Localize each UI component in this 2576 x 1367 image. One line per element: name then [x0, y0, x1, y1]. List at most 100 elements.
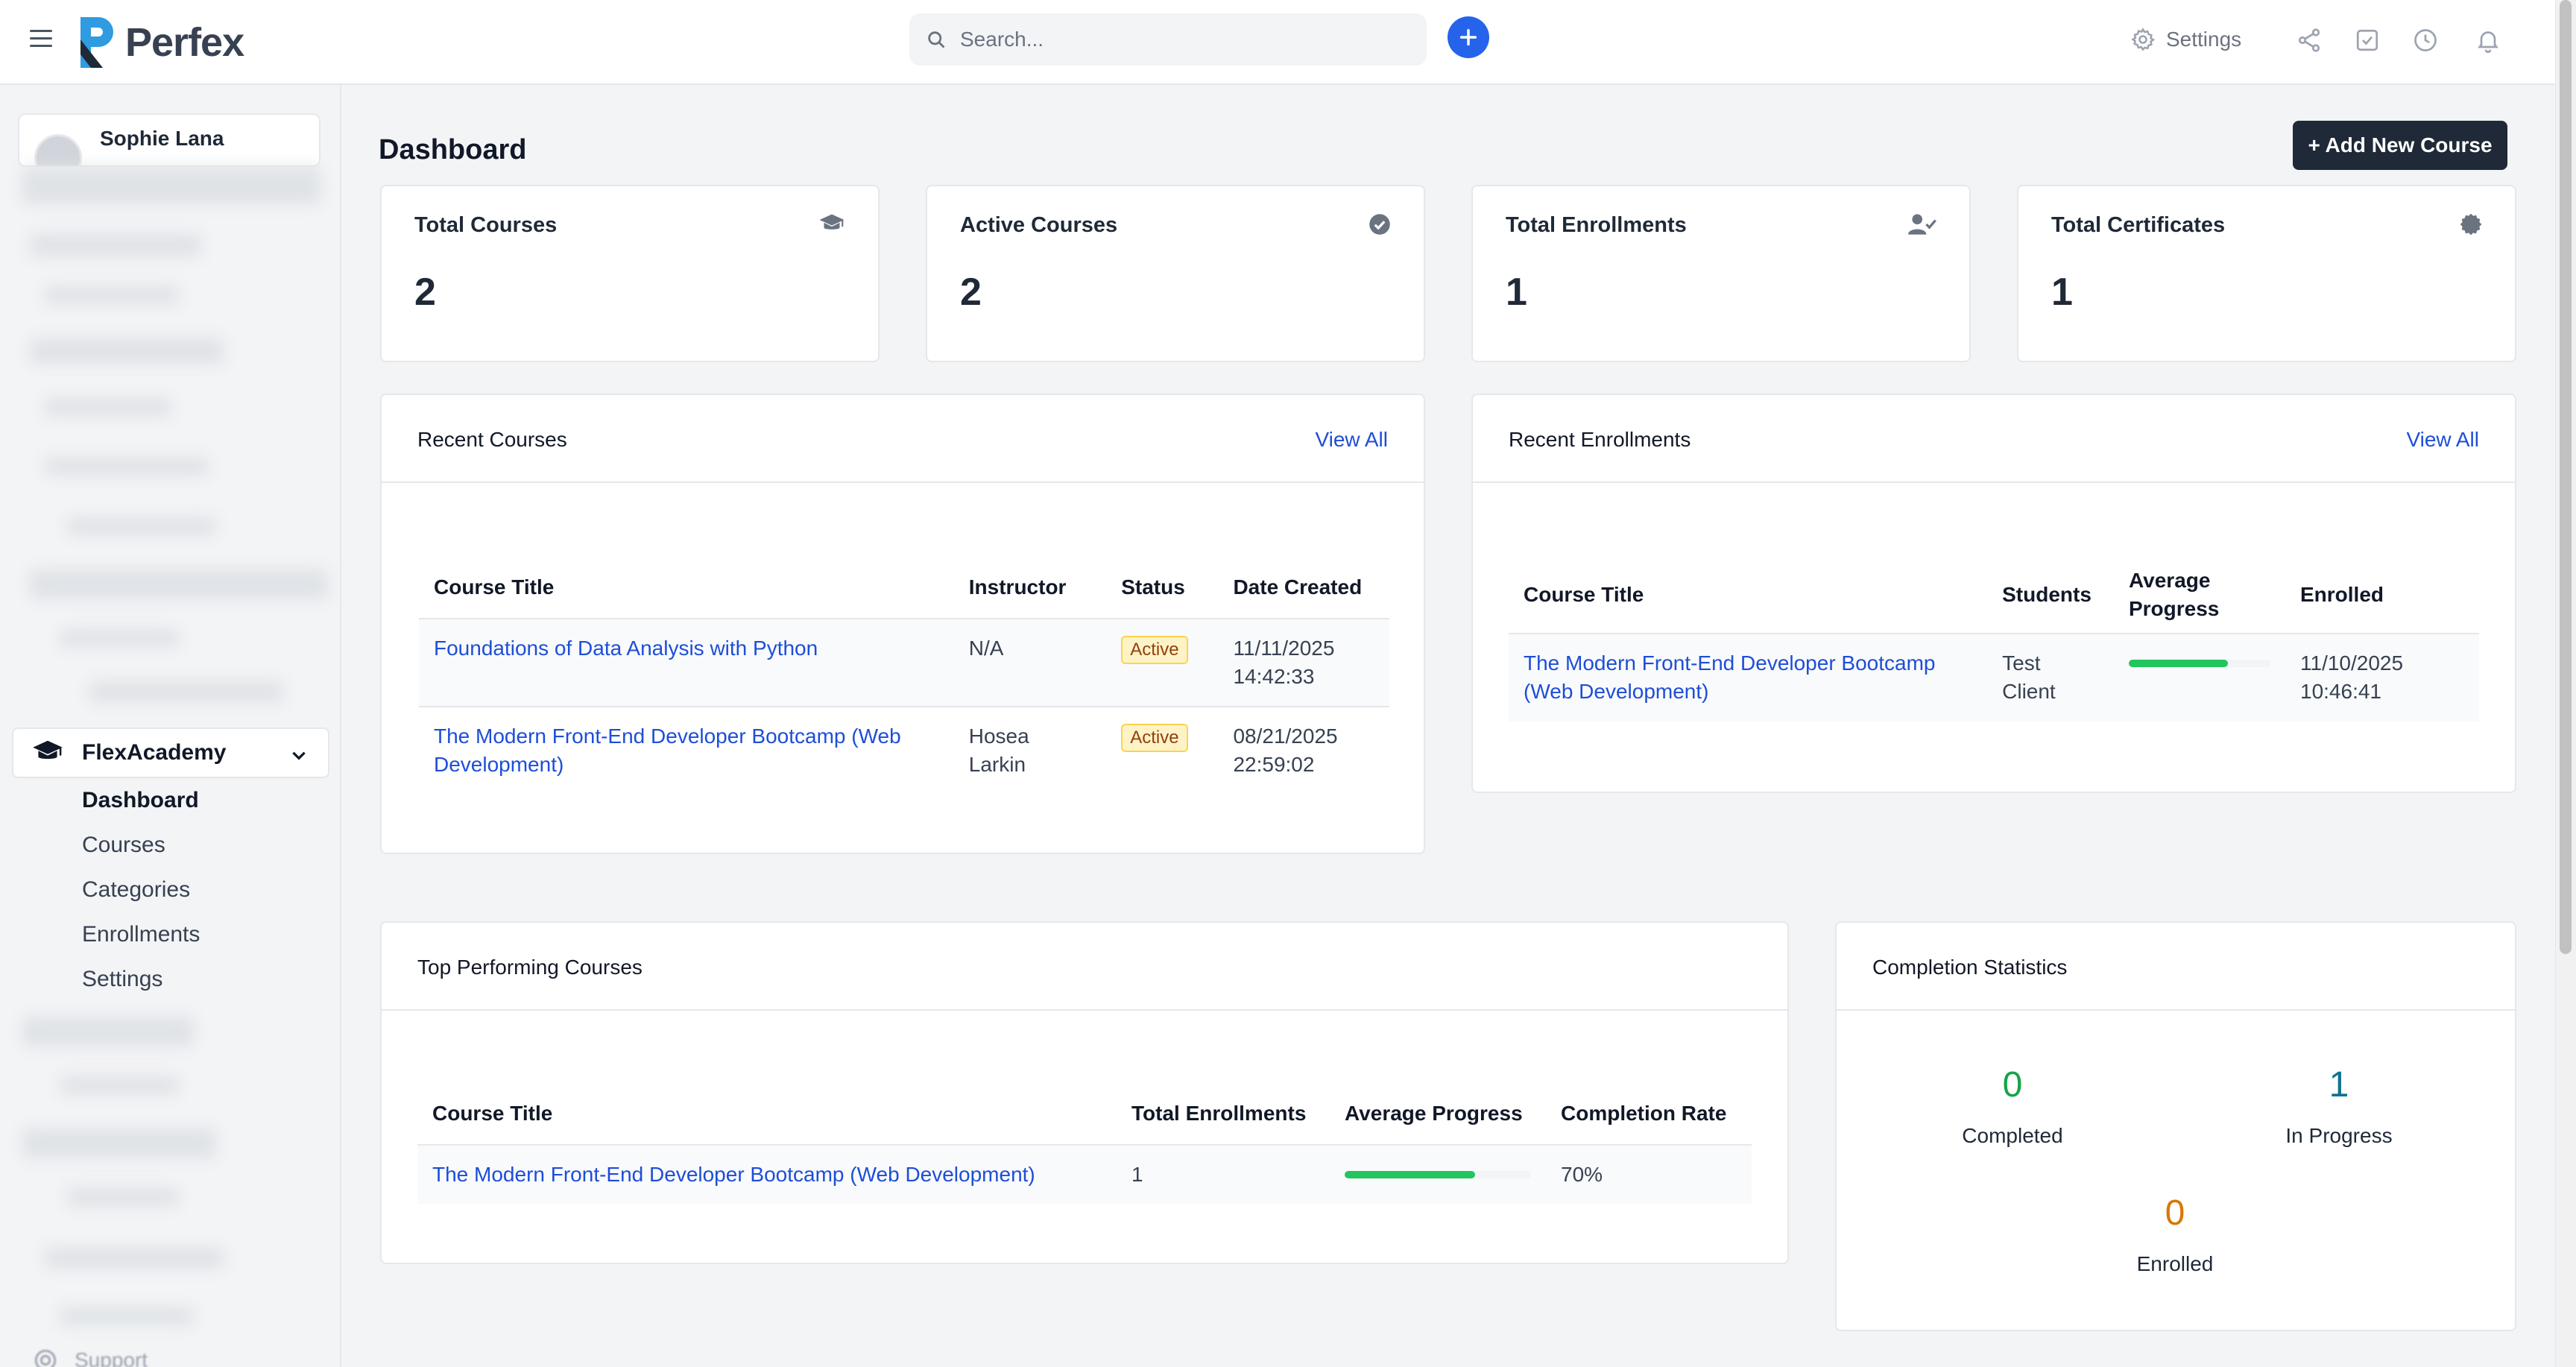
sidebar: Sophie Lana FlexAcademy Dashboard Course… [0, 85, 341, 1367]
sidebar-item-dashboard[interactable]: Dashboard [82, 788, 199, 812]
support-icon [34, 1349, 57, 1367]
user-check-icon [1908, 214, 1936, 235]
plus-icon [1459, 28, 1477, 46]
brand-name: Perfex [125, 20, 244, 65]
chevron-down-icon [292, 751, 306, 760]
panel-header: Top Performing Courses [382, 923, 1787, 1011]
page-title: Dashboard [379, 134, 527, 165]
enrolled-count: 0 [2165, 1193, 2185, 1233]
view-all-courses-link[interactable]: View All [1315, 428, 1388, 451]
course-title-link[interactable]: Foundations of Data Analysis with Python [434, 637, 818, 660]
column-header: Course Title [434, 575, 555, 599]
certificate-icon [2460, 213, 2482, 236]
stat-value: 1 [2051, 271, 2073, 314]
recent-enrollments-table: Course Title Students Average Progress E… [1509, 556, 2479, 722]
scrollbar-thumb[interactable] [2560, 0, 2572, 954]
stat-title: Active Courses [960, 213, 1118, 237]
stat-value: 1 [1506, 271, 1527, 314]
bell-icon[interactable] [2475, 27, 2501, 54]
panel-title: Recent Enrollments [1509, 428, 1691, 451]
column-header: Course Title [1524, 582, 1644, 606]
panel-header: Completion Statistics [1837, 923, 2515, 1011]
course-title-link[interactable]: The Modern Front-End Developer Bootcamp … [432, 1163, 1035, 1186]
user-profile-card[interactable]: Sophie Lana [18, 113, 321, 167]
column-header: Status [1121, 575, 1185, 599]
avatar [34, 134, 82, 165]
sidebar-item-courses[interactable]: Courses [82, 833, 165, 857]
sidebar-item-settings[interactable]: Settings [82, 967, 163, 991]
page-scrollbar[interactable] [2555, 0, 2576, 1367]
course-title-link[interactable]: The Modern Front-End Developer Bootcamp … [434, 724, 901, 776]
progress-fill [1345, 1171, 1475, 1178]
sidebar-submenu: Dashboard Courses Categories Enrollments… [82, 778, 200, 1002]
column-header: Average Progress [2114, 556, 2285, 634]
date-cell: 11/11/2025 14:42:33 [1233, 637, 1335, 688]
progress-bar [1345, 1171, 1531, 1178]
stat-card-active-courses: Active Courses 2 [926, 185, 1425, 362]
panel-header: Recent Courses View All [382, 395, 1424, 483]
clock-icon[interactable] [2412, 27, 2439, 54]
sidebar-module-label: FlexAcademy [82, 740, 227, 765]
completion-statistics-panel: Completion Statistics 0 Completed 1 In P… [1835, 921, 2516, 1331]
column-header: Instructor [968, 575, 1067, 599]
profile-name: Sophie Lana [100, 127, 224, 150]
top-performing-courses-panel: Top Performing Courses Course Title Tota… [380, 921, 1789, 1264]
completed-label: Completed [1962, 1124, 2063, 1147]
stat-value: 2 [960, 271, 982, 314]
support-label: Support [75, 1348, 148, 1367]
stat-card-total-certificates: Total Certificates 1 [2017, 185, 2516, 362]
in-progress-label: In Progress [2285, 1124, 2393, 1147]
table-row: The Modern Front-End Developer Bootcamp … [1509, 634, 2479, 722]
completed-count: 0 [2002, 1065, 2023, 1105]
sidebar-item-support[interactable]: Support [33, 1348, 148, 1367]
graduation-cap-icon [819, 214, 845, 230]
sidebar-item-flexacademy[interactable]: FlexAcademy [12, 727, 329, 778]
add-new-course-button[interactable]: + Add New Course [2293, 121, 2507, 170]
table-row: The Modern Front-End Developer Bootcamp … [417, 1145, 1752, 1204]
table-row: The Modern Front-End Developer Bootcamp … [419, 707, 1389, 795]
column-header: Completion Rate [1561, 1101, 1727, 1125]
course-title-link[interactable]: The Modern Front-End Developer Bootcamp … [1524, 651, 1936, 703]
view-all-enrollments-link[interactable]: View All [2406, 428, 2479, 451]
menu-toggle-icon[interactable] [30, 30, 52, 48]
check-circle-icon [1369, 214, 1390, 235]
in-progress-count: 1 [2329, 1065, 2349, 1105]
table-row: Foundations of Data Analysis with Python… [419, 619, 1389, 707]
panel-title: Recent Courses [417, 428, 567, 451]
stat-card-total-courses: Total Courses 2 [380, 185, 880, 362]
completion-rate-cell: 70% [1561, 1163, 1603, 1186]
sidebar-item-categories[interactable]: Categories [82, 877, 191, 902]
column-header: Course Title [432, 1101, 553, 1125]
status-badge: Active [1121, 636, 1188, 664]
enrolled-date-cell: 11/10/2025 10:46:41 [2300, 651, 2404, 703]
average-progress-header: Average Progress [2128, 568, 2220, 620]
column-header: Students [2002, 582, 2092, 606]
sidebar-item-enrollments[interactable]: Enrollments [82, 922, 201, 947]
column-header: Date Created [1233, 575, 1363, 599]
search-input[interactable] [960, 28, 1427, 51]
enrolled-label: Enrolled [2136, 1252, 2214, 1275]
recent-courses-panel: Recent Courses View All Course Title Ins… [380, 394, 1425, 854]
column-header: Average Progress [1345, 1101, 1523, 1125]
recent-enrollments-panel: Recent Enrollments View All Course Title… [1471, 394, 2516, 793]
settings-link[interactable]: Settings [2130, 27, 2241, 52]
column-header: Total Enrollments [1131, 1101, 1307, 1125]
logo-mark-icon [80, 17, 113, 68]
stat-title: Total Courses [414, 213, 558, 237]
brand-logo[interactable]: Perfex [80, 16, 244, 69]
stat-title: Total Enrollments [1506, 213, 1687, 237]
column-header: Enrolled [2300, 582, 2384, 606]
search-icon [928, 31, 945, 48]
panel-title: Completion Statistics [1872, 956, 2068, 979]
status-badge: Active [1121, 724, 1188, 752]
students-cell: Test Client [2002, 651, 2056, 703]
stat-card-total-enrollments: Total Enrollments 1 [1471, 185, 1971, 362]
progress-fill [2128, 660, 2228, 667]
quick-create-button[interactable] [1448, 16, 1489, 58]
tasks-check-icon[interactable] [2354, 27, 2381, 54]
top-header: Perfex Settings [0, 0, 2555, 85]
settings-label: Settings [2166, 28, 2242, 51]
search-box[interactable] [909, 13, 1427, 66]
share-icon[interactable] [2296, 27, 2323, 54]
graduation-cap-icon [33, 740, 63, 760]
